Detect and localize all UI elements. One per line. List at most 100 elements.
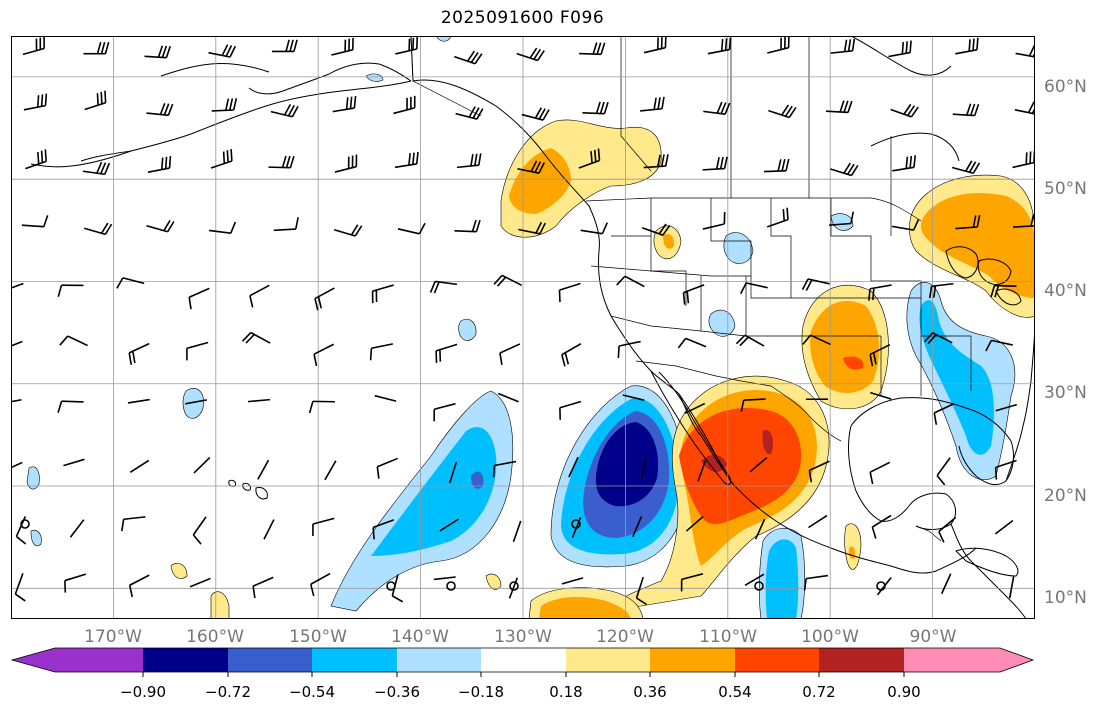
wind-barb bbox=[454, 219, 481, 233]
wind-barb bbox=[211, 98, 238, 112]
wind-barb bbox=[69, 519, 85, 538]
wind-barb bbox=[702, 156, 728, 171]
wind-barb bbox=[395, 36, 419, 55]
wind-barb bbox=[617, 340, 641, 359]
political-borders bbox=[410, 36, 972, 542]
lat-label-40n: 40°N bbox=[1044, 281, 1087, 301]
wind-barb bbox=[994, 459, 1017, 480]
colorbar-tick-label: 0.72 bbox=[802, 683, 836, 701]
wind-barb bbox=[580, 222, 608, 235]
wind-barb bbox=[952, 103, 980, 117]
wind-barb bbox=[951, 160, 981, 175]
wind-barb bbox=[923, 332, 953, 345]
wind-barb bbox=[439, 518, 459, 532]
colorbar-segment bbox=[228, 648, 312, 672]
wind-barb bbox=[83, 41, 110, 55]
wind-barb bbox=[764, 158, 790, 173]
wind-barb bbox=[622, 394, 645, 401]
wind-barb bbox=[1014, 101, 1035, 115]
wind-barb bbox=[518, 221, 546, 235]
wind-barb bbox=[448, 461, 458, 484]
wind-barb bbox=[397, 222, 426, 235]
wind-barb bbox=[63, 458, 85, 467]
wind-barb bbox=[129, 459, 150, 474]
wind-barb bbox=[394, 151, 419, 169]
lon-label-100w: 100°W bbox=[801, 627, 859, 647]
wind-barb bbox=[616, 275, 645, 288]
wind-barb bbox=[985, 339, 1014, 352]
wind-barb bbox=[454, 50, 483, 65]
wind-barb bbox=[11, 398, 22, 403]
wind-barb bbox=[189, 577, 211, 588]
anomaly-field bbox=[26, 36, 1035, 619]
calm-wind-circle bbox=[754, 581, 764, 591]
wind-barb bbox=[492, 460, 517, 478]
wind-barb bbox=[697, 460, 707, 482]
wind-barb bbox=[116, 277, 145, 289]
wind-barb bbox=[455, 106, 484, 120]
colorbar-segment bbox=[397, 648, 481, 672]
calm-wind-circle bbox=[446, 581, 456, 591]
wind-barb bbox=[990, 284, 1017, 298]
wind-barb bbox=[433, 576, 456, 581]
wind-barb bbox=[680, 573, 704, 592]
wind-barb bbox=[559, 400, 582, 420]
wind-barb bbox=[57, 284, 84, 297]
wind-barb bbox=[768, 104, 797, 119]
wind-barb bbox=[433, 402, 456, 422]
wind-barb bbox=[955, 37, 979, 55]
wind-barb bbox=[995, 403, 1018, 412]
map-panel bbox=[11, 36, 1035, 619]
colorbar-tick-label: −0.54 bbox=[289, 683, 335, 701]
colorbar-tick-label: 0.90 bbox=[887, 683, 921, 701]
wind-barb bbox=[870, 391, 892, 400]
colorbar-tick-label: −0.18 bbox=[458, 683, 504, 701]
wind-barb bbox=[11, 282, 24, 289]
calm-wind-circle bbox=[509, 581, 519, 591]
wind-barb bbox=[578, 148, 601, 169]
wind-barb bbox=[208, 221, 237, 234]
wind-barb bbox=[257, 459, 270, 480]
coastlines bbox=[30, 36, 1035, 619]
lon-label-90w: 90°W bbox=[909, 627, 957, 647]
lat-label-20n: 20°N bbox=[1044, 486, 1087, 506]
wind-barb bbox=[312, 517, 335, 536]
wind-barb bbox=[707, 37, 732, 55]
wind-barb bbox=[393, 95, 416, 115]
wind-barb bbox=[252, 576, 274, 599]
wind-barb bbox=[521, 107, 550, 121]
wind-barb bbox=[685, 516, 704, 532]
wind-barb bbox=[372, 519, 395, 540]
wind-barb bbox=[517, 160, 546, 174]
wind-barb bbox=[332, 96, 357, 113]
colorbar-tick-label: −0.90 bbox=[120, 683, 166, 701]
lon-label-160w: 160°W bbox=[186, 627, 244, 647]
wind-barb bbox=[888, 40, 912, 58]
wind-barb bbox=[955, 215, 981, 230]
wind-barb bbox=[11, 340, 23, 347]
wind-barb bbox=[186, 341, 209, 361]
wind-barb bbox=[643, 36, 667, 54]
lon-label-120w: 120°W bbox=[596, 627, 654, 647]
wind-barb bbox=[188, 287, 210, 310]
colorbar-segment bbox=[650, 648, 735, 672]
wind-barb bbox=[64, 573, 87, 593]
wind-barb bbox=[561, 577, 584, 585]
colorbar-tick-label: 0.36 bbox=[633, 683, 667, 701]
wind-barb bbox=[994, 519, 1014, 535]
wind-barb bbox=[314, 287, 335, 311]
calm-wind-circle bbox=[386, 581, 396, 591]
wind-barb bbox=[801, 278, 830, 291]
wind-barb bbox=[702, 211, 726, 230]
wind-barb bbox=[635, 576, 648, 606]
wind-barb bbox=[147, 156, 172, 174]
wind-barb bbox=[825, 100, 853, 114]
wind-barb bbox=[735, 334, 765, 347]
wind-barb bbox=[22, 36, 45, 56]
colorbar-segment bbox=[312, 648, 397, 672]
wind-barb bbox=[516, 47, 545, 62]
wind-barb bbox=[558, 282, 581, 303]
wind-barb bbox=[739, 282, 768, 295]
wind-barb bbox=[263, 519, 275, 540]
wind-barb bbox=[808, 514, 828, 529]
